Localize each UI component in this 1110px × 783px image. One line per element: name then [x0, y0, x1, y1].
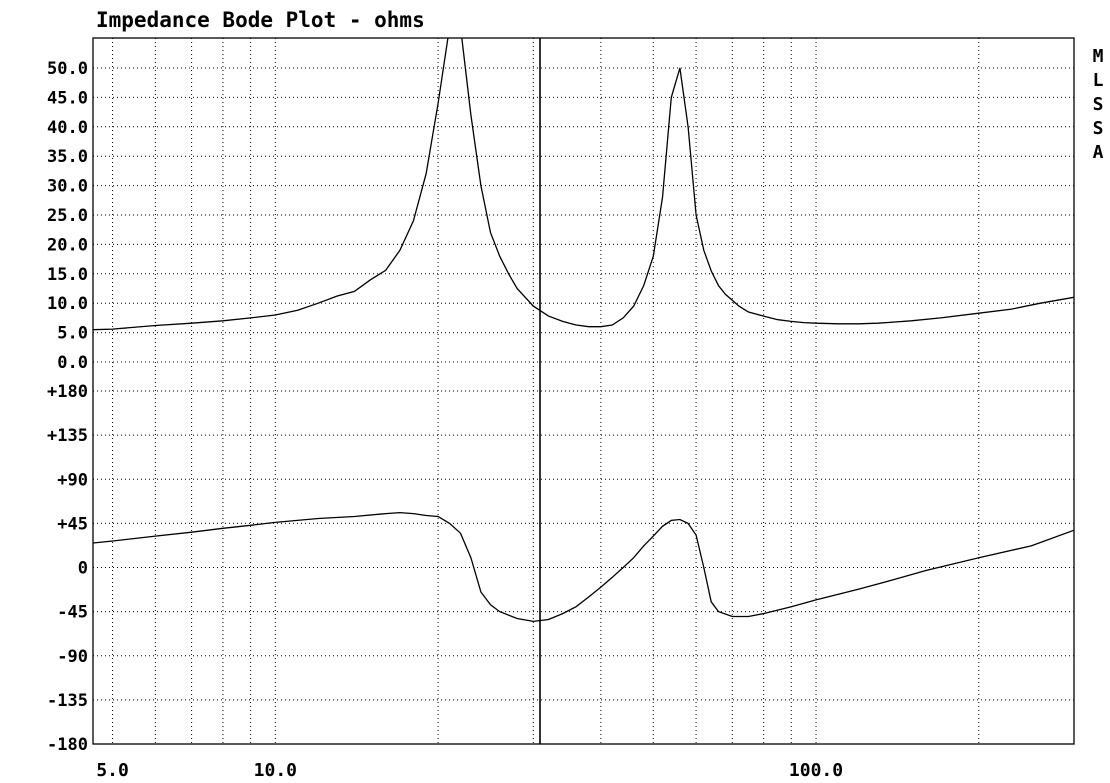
- x-tick-label: 100.0: [789, 760, 843, 781]
- side-label-letter: S: [1093, 94, 1104, 115]
- phase-tick-label: +90: [57, 470, 88, 490]
- mag-tick-label: 35.0: [47, 147, 88, 167]
- grid-layer: [93, 38, 1075, 745]
- mag-tick-label: 50.0: [47, 59, 88, 79]
- phase-tick-label: 0: [78, 559, 88, 579]
- trace-layer: [93, 38, 1074, 623]
- mag-tick-label: 10.0: [47, 294, 88, 314]
- phase-tick-label: +180: [47, 382, 88, 402]
- phase-tick-label: +135: [47, 426, 88, 446]
- phase-tick-label: -45: [57, 603, 88, 623]
- mag-tick-label: 30.0: [47, 177, 88, 197]
- mag-tick-label: 45.0: [47, 88, 88, 108]
- x-tick-label: 10.0: [254, 760, 297, 781]
- mag-tick-label: 15.0: [47, 265, 88, 285]
- mag-tick-label: 20.0: [47, 235, 88, 255]
- phase-tick-label: -90: [57, 647, 88, 667]
- side-label-letter: M: [1093, 46, 1104, 67]
- x-tick-label: 5.0: [96, 760, 129, 781]
- mag-tick-label: 25.0: [47, 206, 88, 226]
- phase-tick-label: -180: [47, 735, 88, 755]
- side-label-letter: A: [1093, 142, 1104, 163]
- phase-trace: [93, 511, 1074, 623]
- mag-tick-label: 5.0: [57, 324, 88, 344]
- side-label-letter: S: [1093, 118, 1104, 139]
- magnitude-trace: [93, 38, 1074, 331]
- phase-tick-label: -135: [47, 691, 88, 711]
- plot-frame: [92, 37, 1075, 745]
- chart-title: Impedance Bode Plot - ohms: [96, 8, 425, 32]
- side-label-letter: L: [1093, 70, 1104, 91]
- phase-tick-label: +45: [57, 514, 88, 534]
- mag-tick-label: 40.0: [47, 118, 88, 138]
- mag-tick-label: 0.0: [57, 353, 88, 373]
- label-layer: 50.0 45.0 40.0 35.0 30.0 25.0 20.0 15.0 10.0 5.0 0…: [47, 46, 1104, 781]
